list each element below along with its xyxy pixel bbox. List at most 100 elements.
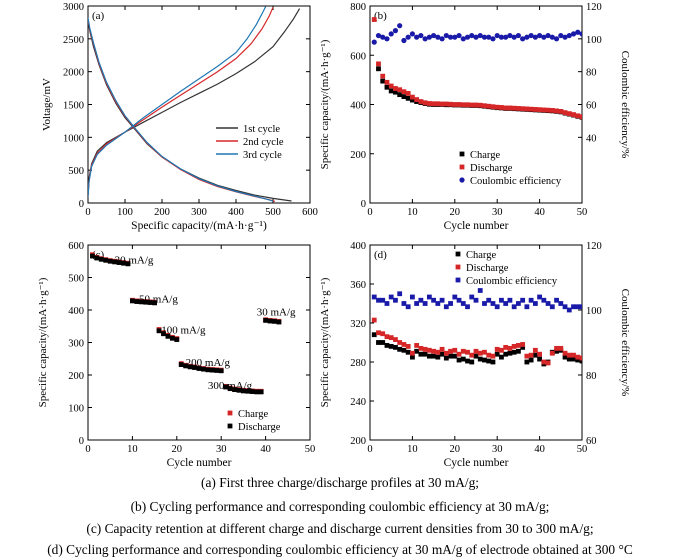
p2-x-axis-label: Cycle number <box>167 457 232 469</box>
p1-series-2-point <box>486 103 492 109</box>
caption-a: (a) First three charge/discharge profile… <box>200 475 480 490</box>
p3-series-2-point <box>549 350 555 356</box>
p1-series-2-point <box>503 105 509 111</box>
p3-series-2-point <box>414 343 420 348</box>
p1-series-2-point <box>435 101 441 107</box>
p1-series-2-point <box>410 94 415 100</box>
p1-y-tick-label: 800 <box>350 2 366 13</box>
p3-series-3-point <box>511 304 517 310</box>
p3-series-3-point <box>537 294 542 300</box>
p2-y-tick-label: 100 <box>68 404 84 415</box>
p3-x-tick-label: 0 <box>367 444 372 455</box>
p3-series-2-point <box>393 337 398 342</box>
p1-series-3-point <box>380 34 386 40</box>
p1-y2-tick-label: 60 <box>586 101 597 112</box>
p2-y-tick-label: 0 <box>79 436 84 447</box>
p0-series-line-2-discharge <box>88 18 276 202</box>
p3-x-tick-label: 30 <box>492 444 503 455</box>
p2-series-2-point <box>107 258 113 264</box>
p1-series-3-point <box>477 32 483 39</box>
p3-series-1-point <box>520 344 526 350</box>
p1-series-2-point <box>426 101 432 106</box>
p1-series-2-point <box>558 108 564 114</box>
p2-y-tick-label: 200 <box>68 371 84 382</box>
p3-series-1-point <box>422 351 428 357</box>
p1-series-1-point <box>384 84 390 90</box>
p1-series-1-point <box>397 92 403 98</box>
p2-series-2-point <box>214 368 220 373</box>
p3-series-3-point <box>524 304 530 310</box>
p3-series-1-point <box>410 354 415 360</box>
p1-series-2-point <box>571 112 576 117</box>
p3-series-2-point <box>537 351 542 357</box>
p3-series-2-point <box>426 347 432 353</box>
p0-y-tick-label: 0 <box>79 199 84 210</box>
p1-series-3-point <box>426 34 432 40</box>
p3-series-1-point <box>507 350 513 356</box>
p3-series-2-point <box>405 344 411 349</box>
p1-series-3-point <box>435 34 441 40</box>
p3-series-3-point <box>499 297 504 303</box>
p0-legend-label: 3rd cycle <box>243 150 282 161</box>
p3-series-3-point <box>431 297 436 303</box>
p1-marks <box>371 17 582 120</box>
p3-series-2-point <box>482 349 487 355</box>
p3-y2-tick-label: 120 <box>586 241 602 252</box>
p0-y-tick-label: 1000 <box>63 133 84 144</box>
p1-series-2-point <box>579 114 582 120</box>
p2-series-2-point <box>169 335 175 341</box>
p2-series-2-point <box>218 368 224 374</box>
p1-series-2-point <box>371 17 377 22</box>
p3-series-1-point <box>448 353 453 359</box>
p1-x-tick-label: 20 <box>450 207 461 218</box>
p2-series-2-point <box>165 333 171 339</box>
p3-series-1-point <box>524 359 530 365</box>
p3-series-3-point <box>562 304 568 310</box>
p2-series-2-point <box>201 366 206 372</box>
p1-series-1-point <box>405 95 411 101</box>
p3-series-1-point <box>435 354 441 360</box>
p2-series-2-point <box>116 260 122 265</box>
p2-series-2-point <box>249 389 255 394</box>
p2-series-2-point <box>272 318 277 324</box>
p3-series-2-point <box>511 344 517 349</box>
p3-series-2-point <box>566 352 572 358</box>
p1-series-2-point <box>528 106 534 112</box>
p1-series-2-point <box>401 89 407 95</box>
p2-annotation-2: 50 mA/g <box>139 294 178 306</box>
p3-series-1-point <box>562 354 568 360</box>
p2-series-2-point <box>121 260 126 266</box>
p1-x-axis-label: Cycle number <box>444 220 509 232</box>
p1-x-tick-label: 0 <box>367 207 372 218</box>
p3-series-1-point <box>554 348 559 354</box>
p2-series-2-point <box>245 388 251 394</box>
p2-y-tick-label: 500 <box>68 274 84 285</box>
p1-series-2-point <box>545 107 551 113</box>
p0-x-tick-label: 400 <box>228 207 244 218</box>
p1-series-3-point <box>388 31 394 37</box>
p1-series-3-point <box>422 36 428 42</box>
p3-legend-label: Coulombic efficiency <box>466 276 558 287</box>
p1-series-2-point <box>532 107 538 112</box>
p3-series-2-point <box>465 349 470 355</box>
p3-series-3-point <box>388 294 394 300</box>
p3-series-1-point <box>405 349 411 355</box>
p3-series-1-point <box>393 344 398 350</box>
p2-annotation-1: 30 mA/g <box>115 255 154 267</box>
p1-series-3-point <box>511 34 517 40</box>
p1-series-3-point <box>486 34 492 40</box>
p1-series-3-point <box>443 32 449 39</box>
p1-series-2-point <box>397 87 403 93</box>
p1-series-2-point <box>393 86 398 91</box>
p3-y2-tick-label: 100 <box>586 306 602 317</box>
p3-series-1-point <box>452 353 458 359</box>
p0-y-tick-label: 2500 <box>63 35 84 46</box>
p3-series-3-point <box>469 294 475 300</box>
p3-series-2-point <box>452 347 458 353</box>
p1-series-1-point <box>401 94 407 100</box>
p2-series-2-point <box>254 389 260 395</box>
p1-series-3-point <box>545 32 551 39</box>
p1-series-3-point <box>447 34 454 40</box>
p2-y-tick-label: 400 <box>68 306 84 317</box>
p3-series-1-point <box>579 358 582 364</box>
